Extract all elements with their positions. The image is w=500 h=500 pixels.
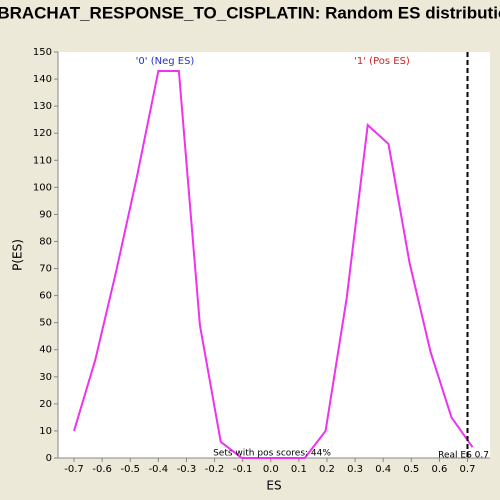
y-tick-label: 90 [39,209,52,220]
y-tick-label: 30 [39,372,52,383]
x-tick-label: 0.6 [431,464,447,475]
x-axis-label: ES [266,479,281,493]
y-tick-label: 140 [33,74,52,85]
y-tick-label: 80 [39,236,52,247]
x-tick-label: 0.1 [291,464,307,475]
annotation: Sets with pos scores: 44% [213,449,331,459]
x-tick-label: -0.4 [149,464,169,475]
y-tick-label: 120 [33,128,52,139]
annotation: '1' (Pos ES) [354,56,410,67]
chart-title: BRACHAT_RESPONSE_TO_CISPLATIN: Random ES… [0,3,500,22]
x-tick-label: -0.3 [177,464,197,475]
x-tick-label: 0.3 [347,464,363,475]
y-tick-label: 20 [39,399,52,410]
y-tick-label: 40 [39,345,52,356]
x-tick-label: 0.5 [403,464,419,475]
y-tick-label: 10 [39,426,52,437]
x-tick-label: 0.0 [263,464,279,475]
plot-area [58,52,490,458]
x-tick-label: -0.2 [205,464,225,475]
x-tick-label: 0.4 [375,464,391,475]
y-tick-label: 110 [33,155,52,166]
y-axis-label: P(ES) [11,239,25,271]
line [73,69,474,459]
x-tick-label: -0.5 [120,464,140,475]
x-tick-label: -0.6 [92,464,112,475]
y-tick-label: 70 [39,264,52,275]
x-tick-label: -0.7 [64,464,84,475]
y-tick-label: 130 [33,101,52,112]
x-tick-label: -0.1 [233,464,253,475]
y-tick-label: 0 [46,453,52,464]
annotation: Real ES 0.7 [438,451,489,461]
y-tick-label: 150 [33,47,52,58]
x-tick-label: 0.2 [319,464,335,475]
x-tick-label: 0.7 [460,464,476,475]
y-tick-label: 100 [33,182,52,193]
annotation: '0' (Neg ES) [136,56,195,67]
y-tick-label: 60 [39,291,52,302]
y-tick-label: 50 [39,318,52,329]
